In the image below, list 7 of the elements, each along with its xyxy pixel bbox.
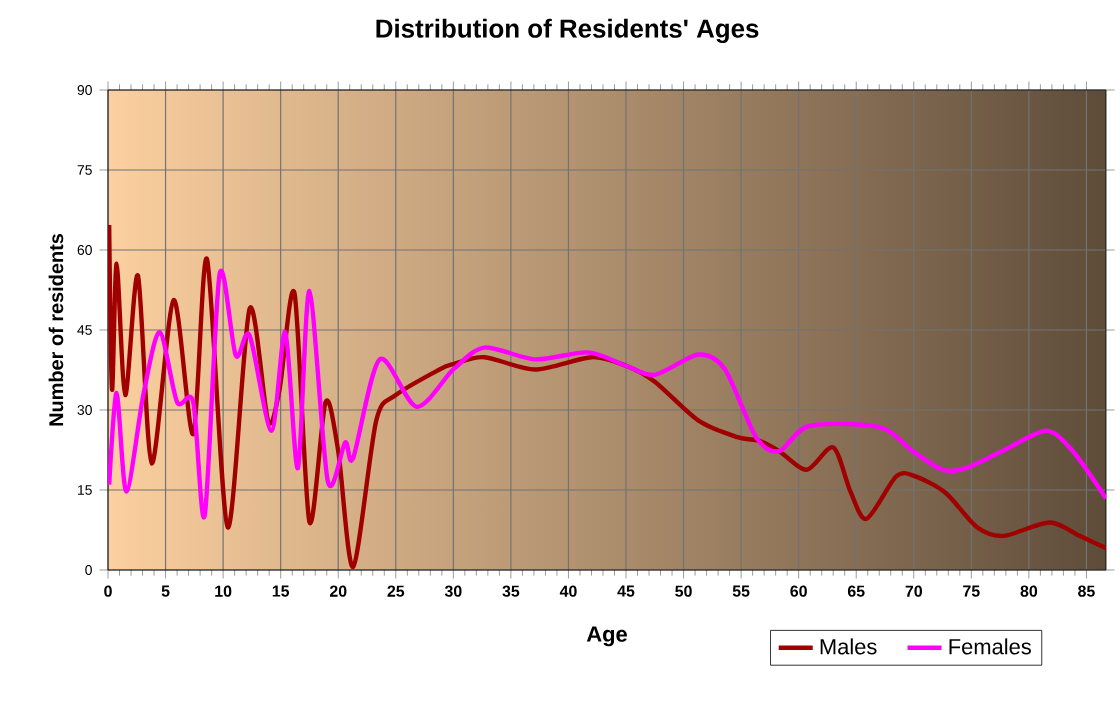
chart-title: Distribution of Residents' Ages [376, 18, 759, 44]
line-series [108, 222, 1107, 569]
x-axis-title: Age [586, 626, 627, 647]
y-axis-title: Number of residents [48, 233, 64, 426]
legend-label: Males [820, 638, 877, 655]
legend-label: Females [949, 638, 1031, 655]
line-series [108, 271, 1107, 518]
